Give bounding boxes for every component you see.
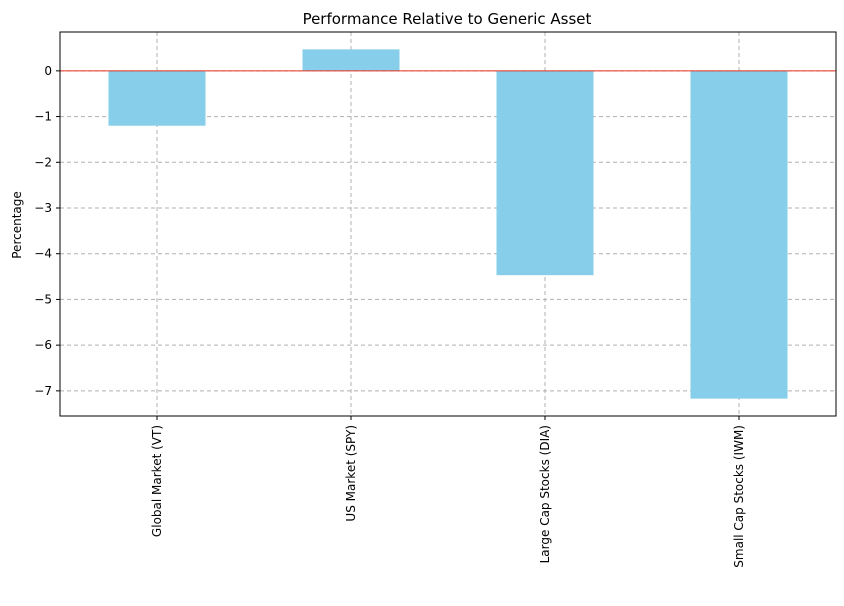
x-axis-ticks: Global Market (VT) US Market (SPY) Large C… (150, 416, 746, 568)
bar (690, 70, 788, 399)
bars (108, 49, 788, 399)
y-tick-label: −3 (34, 201, 52, 215)
x-tick-label: Global Market (VT) (150, 425, 164, 537)
plot-frame (59, 31, 837, 417)
y-axis-ticks: 0 −1 −2 −3 −4 −5 −6 −7 (34, 64, 60, 398)
y-tick-label: −4 (34, 247, 52, 261)
y-tick-label: −6 (34, 338, 52, 352)
y-axis-label: Percentage (10, 191, 24, 259)
y-tick-label: 0 (44, 64, 52, 78)
y-tick-label: −2 (34, 155, 52, 169)
y-tick-label: −1 (34, 110, 52, 124)
bar (496, 70, 594, 276)
chart-title: Performance Relative to Generic Asset (303, 10, 592, 28)
bar (302, 49, 400, 71)
y-tick-label: −7 (34, 384, 52, 398)
y-tick-label: −5 (34, 292, 52, 306)
x-tick-label: US Market (SPY) (344, 425, 358, 522)
x-tick-label: Large Cap Stocks (DIA) (538, 425, 552, 563)
bar (108, 70, 206, 126)
x-tick-label: Small Cap Stocks (IWM) (732, 425, 746, 568)
